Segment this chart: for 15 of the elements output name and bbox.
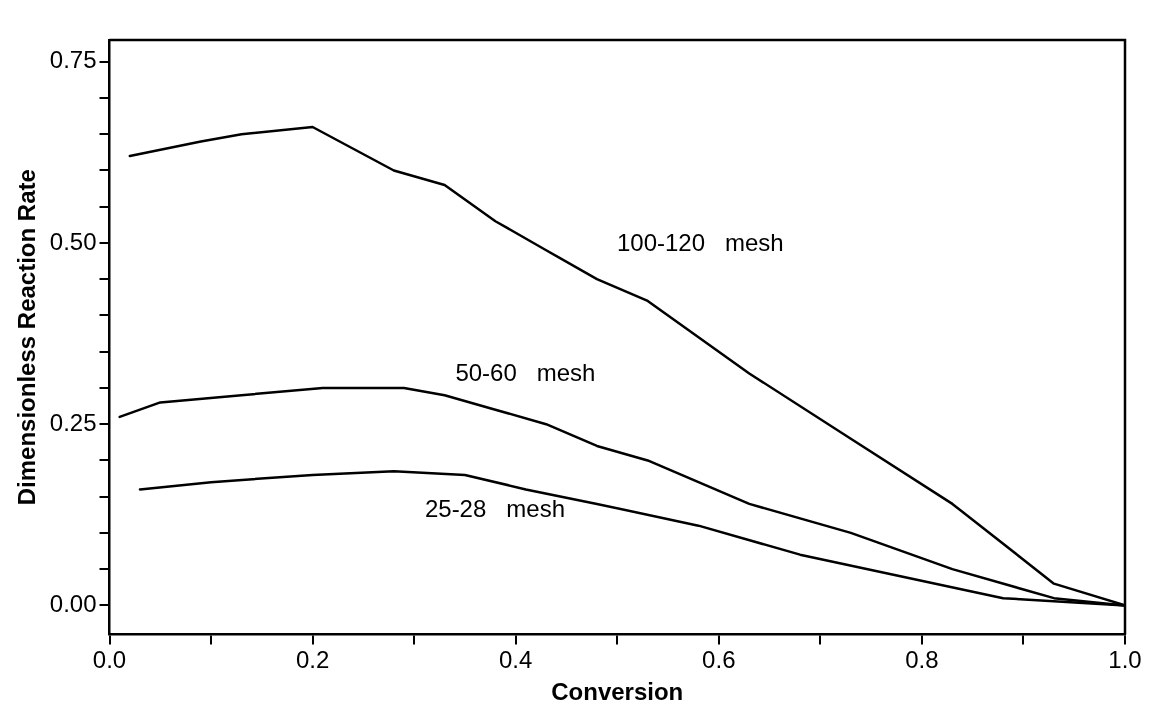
x-tick-label: 1.0	[1108, 646, 1142, 674]
x-tick-label: 0.2	[295, 646, 330, 674]
x-tick-label: 0.6	[702, 646, 736, 674]
y-tick-label: 0.50	[49, 227, 97, 255]
series-label: 25-28 mesh	[424, 494, 566, 522]
series-label: 100-120 mesh	[616, 228, 784, 256]
x-axis-title: Conversion	[551, 678, 684, 706]
series-label: 50-60 mesh	[455, 359, 596, 387]
y-tick-label: 0.75	[49, 46, 97, 74]
y-tick-label: 0.25	[49, 408, 97, 436]
x-tick-label: 0.4	[499, 646, 533, 674]
x-tick-label: 0.8	[905, 646, 939, 674]
x-tick-label: 0.0	[92, 646, 127, 674]
y-tick-label: 0.00	[49, 590, 97, 618]
y-axis-title: Dimensionless Reaction Rate	[13, 169, 41, 506]
